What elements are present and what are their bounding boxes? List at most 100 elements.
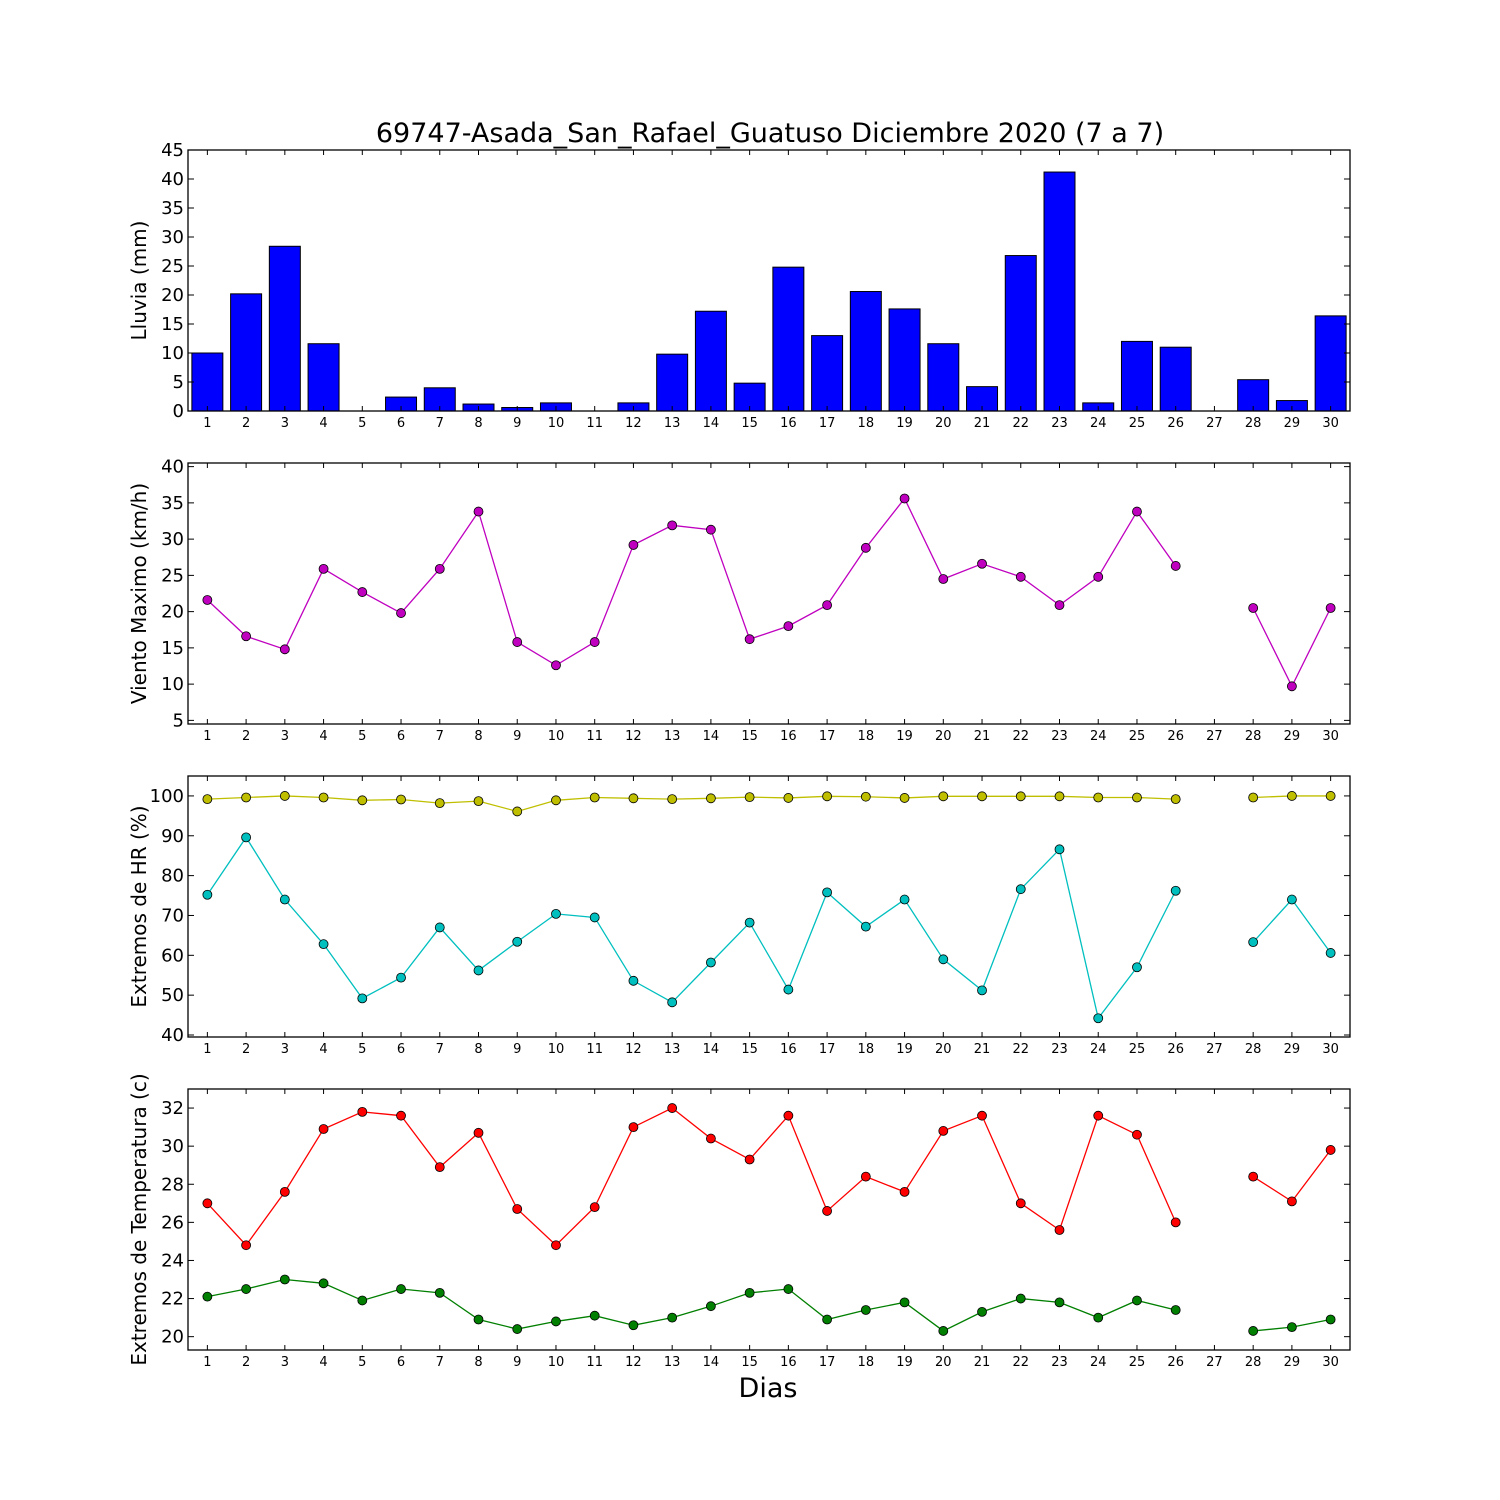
temperature-series-1-point (1132, 1129, 1142, 1140)
x-tick-label: 8 (474, 416, 482, 431)
x-tick-label: 8 (474, 729, 482, 744)
humidity-series-2-point (318, 939, 329, 950)
x-tick-label: 6 (397, 416, 405, 431)
humidity-series-2-point (589, 912, 600, 923)
y-tick-label: 35 (161, 198, 184, 219)
humidity-series-1-point (744, 792, 755, 803)
x-tick-label: 6 (397, 1355, 405, 1370)
humidity-series-1-point (241, 792, 252, 803)
humidity-series-2-point (938, 954, 949, 965)
y-tick-label: 10 (161, 674, 184, 695)
x-tick-label: 18 (858, 416, 875, 431)
temperature-series-2-point (318, 1278, 329, 1289)
temperature-series-2-point (241, 1284, 252, 1294)
wind-series-1-point (1170, 561, 1181, 571)
x-tick-label: 3 (281, 729, 289, 744)
humidity-series-1-point (977, 791, 987, 802)
x-tick-label: 1 (203, 1355, 211, 1370)
humidity-series-1-point (667, 794, 678, 805)
x-tick-label: 16 (780, 1042, 797, 1057)
temperature-series-2-point (434, 1287, 445, 1298)
rain-bar (1043, 171, 1076, 412)
humidity-series-2-point (744, 917, 755, 928)
x-tick-label: 23 (1051, 416, 1068, 431)
y-tick-label: 80 (161, 866, 184, 887)
humidity-series-1-point (1093, 792, 1104, 803)
humidity-series-1-point (1287, 791, 1297, 801)
temperature-series-2-point (1170, 1305, 1181, 1315)
y-tick-label: 20 (161, 602, 184, 623)
humidity-series-2-line (206, 836, 1177, 1020)
rain-bar (772, 266, 805, 412)
x-tick-label: 28 (1245, 1042, 1262, 1057)
x-tick-label: 22 (1012, 1355, 1029, 1370)
x-tick-label: 10 (548, 729, 565, 744)
y-tick-label: 30 (161, 1136, 184, 1157)
x-tick-label: 6 (397, 729, 405, 744)
y-tick-label: 40 (161, 457, 184, 478)
x-tick-label: 22 (1012, 1042, 1029, 1057)
x-tick-label: 12 (625, 416, 642, 431)
x-tick-label: 9 (513, 1355, 521, 1370)
wind-series-1-point (512, 637, 523, 647)
x-tick-label: 5 (358, 729, 366, 744)
humidity-series-1-point (434, 798, 445, 808)
x-tick-label: 15 (741, 416, 758, 431)
wind-series-1-point (860, 542, 871, 553)
x-tick-label: 21 (974, 729, 991, 744)
x-tick-label: 24 (1090, 729, 1107, 744)
x-tick-label: 17 (819, 729, 836, 744)
wind-y-axis-label: Viento Maximo (km/h) (127, 483, 151, 704)
x-tick-label: 18 (858, 1042, 875, 1057)
y-tick-label: 35 (161, 493, 184, 514)
x-tick-label: 3 (281, 416, 289, 431)
y-tick-label: 32 (161, 1098, 184, 1119)
temperature-series-2-point (202, 1291, 213, 1302)
humidity-series-2-point (1170, 885, 1181, 896)
x-tick-label: 28 (1245, 1355, 1262, 1370)
humidity-series-2-point (396, 972, 406, 983)
y-tick-label: 50 (161, 985, 184, 1006)
wind-series-1-point (1132, 506, 1142, 517)
y-tick-label: 20 (161, 1327, 184, 1348)
humidity-series-1-point (357, 795, 368, 806)
temperature-axes-frame (187, 1088, 1351, 1351)
y-tick-label: 24 (161, 1250, 184, 1271)
x-tick-label: 11 (586, 729, 603, 744)
x-tick-label: 7 (436, 1042, 444, 1057)
y-tick-label: 25 (161, 256, 184, 277)
humidity-series-2-point (822, 887, 832, 898)
y-tick-label: 100 (150, 786, 184, 807)
humidity-series-2-point (706, 957, 716, 968)
temperature-series-2-point (822, 1314, 832, 1325)
x-tick-label: 26 (1167, 1042, 1184, 1057)
temperature-series-2-point (938, 1326, 949, 1336)
x-tick-label: 23 (1051, 729, 1068, 744)
x-tick-label: 13 (664, 416, 681, 431)
humidity-series-2-point (241, 832, 252, 843)
humidity-series-1-point (1325, 791, 1336, 801)
y-tick-label: 30 (161, 529, 184, 550)
x-tick-label: 17 (819, 416, 836, 431)
wind-series-1-point (1093, 571, 1104, 582)
x-tick-label: 28 (1245, 729, 1262, 744)
rain-axes-frame (187, 149, 1351, 412)
x-tick-label: 24 (1090, 416, 1107, 431)
x-tick-label: 19 (896, 416, 913, 431)
humidity-series-1-point (318, 792, 329, 803)
humidity-series-1-point (1248, 792, 1259, 803)
temperature-series-1-point (1054, 1225, 1065, 1235)
temperature-series-1-point (783, 1110, 794, 1121)
wind-series-1-point (706, 524, 716, 535)
x-tick-label: 4 (319, 729, 327, 744)
humidity-series-2-point (1287, 894, 1297, 905)
x-tick-label: 3 (281, 1042, 289, 1057)
temperature-series-1-point (512, 1204, 523, 1214)
humidity-series-2-point (202, 889, 213, 900)
x-tick-label: 4 (319, 1355, 327, 1370)
rain-y-axis-label: Lluvia (mm) (127, 221, 151, 341)
temperature-series-2-point (860, 1305, 871, 1315)
x-tick-label: 11 (586, 1355, 603, 1370)
